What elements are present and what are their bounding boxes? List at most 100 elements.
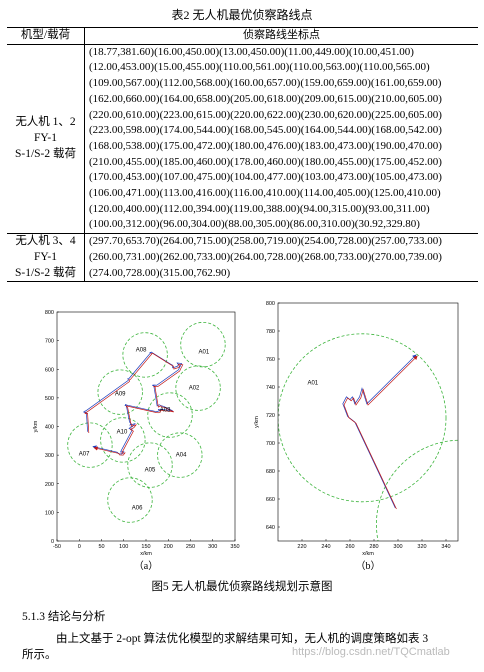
x-tick-label: 340 — [441, 544, 450, 550]
paragraph-line: 所示。 — [22, 649, 57, 661]
target-label: A01 — [307, 380, 318, 386]
table-row: 无人机 1、2 FY-1 S-1/S-2 载荷 (18.77,381.60)(16.0… — [7, 44, 478, 235]
route — [83, 351, 183, 455]
paragraph-line: 由上文基于 2-opt 算法优化模型的求解结果可知，无人机的调度策略如表 3 — [56, 633, 429, 645]
row-label-line: 无人机 3、4 — [15, 235, 76, 248]
points-line: (260.00,731.00)(262.00,733.00)(264.00,72… — [89, 250, 442, 263]
route — [84, 352, 184, 456]
x-tick-label: 320 — [417, 544, 426, 550]
coverage-circle — [278, 333, 447, 503]
x-tick-label: 260 — [345, 544, 354, 550]
points-line: (274.00,728.00)(315.00,762.90) — [89, 266, 231, 279]
row-label: 无人机 1、2 FY-1 S-1/S-2 载荷 — [7, 44, 85, 234]
row-points: (297.70,653.70)(264.00,715.00)(258.00,71… — [85, 234, 478, 281]
y-tick-label: 200 — [45, 482, 54, 488]
x-tick-label: 100 — [119, 544, 128, 550]
y-tick-label: 800 — [45, 310, 54, 316]
y-tick-label: 720 — [266, 413, 275, 419]
target-label: A10 — [117, 430, 128, 436]
target-label: A01 — [199, 350, 210, 356]
y-tick-label: 680 — [266, 469, 275, 475]
axes-box — [277, 302, 459, 542]
y-tick-label: 600 — [45, 367, 54, 373]
x-tick-label: 240 — [321, 544, 330, 550]
target-label: A08 — [136, 348, 147, 354]
y-tick-label: 100 — [45, 510, 54, 516]
coverage-circle — [107, 477, 153, 523]
y-tick-label: 300 — [45, 453, 54, 459]
y-tick-label: 700 — [266, 441, 275, 447]
x-tick-label: 220 — [297, 544, 306, 550]
points-line: (109.00,567.00)(112.00,568.00)(160.00,65… — [89, 77, 442, 90]
y-axis-label: y/km — [33, 420, 39, 432]
row-label-line: S-1/S-2 载荷 — [14, 147, 77, 160]
points-line: (210.00,455.00)(185.00,460.00)(178.00,46… — [89, 155, 442, 168]
x-tick-label: 150 — [141, 544, 150, 550]
y-axis-label: y/km — [254, 416, 260, 428]
panel-label: （a） — [134, 560, 158, 572]
row-label-line: S-1/S-2 载荷 — [14, 266, 77, 279]
table: 机型/载荷 侦察路线坐标点 无人机 1、2 FY-1 S-1/S-2 载荷 (18.7… — [7, 27, 478, 283]
y-tick-label: 640 — [266, 525, 275, 531]
points-line: (220.00,610.00)(223.00,615.00)(220.00,62… — [89, 108, 442, 121]
target-label: A02 — [189, 386, 200, 392]
target-label: A03 — [160, 407, 171, 413]
coverage-circle — [147, 392, 193, 438]
row-label: 无人机 3、4 FY-1 S-1/S-2 载荷 — [7, 234, 85, 282]
y-tick-label: 0 — [51, 539, 54, 545]
axes-box — [56, 311, 236, 542]
target-label: A09 — [115, 391, 126, 397]
table-caption: 表2 无人机最优侦察路线点 — [171, 8, 313, 22]
coverage-circle — [127, 442, 173, 488]
y-tick-label: 660 — [266, 497, 275, 503]
header-cell: 侦察路线坐标点 — [243, 29, 320, 41]
coverage-circle — [175, 365, 221, 411]
x-tick-label: 250 — [186, 544, 195, 550]
header-cell: 机型/载荷 — [7, 28, 85, 44]
y-tick-label: 400 — [45, 425, 54, 431]
points-line: (170.00,453.00)(107.00,475.00)(104.00,47… — [89, 171, 442, 184]
row-label-line: FY-1 — [33, 132, 57, 145]
plot-area: A01 A02 A03 A04 A05 A06 A07 A08 A09 A10 — [67, 321, 226, 523]
route — [342, 354, 417, 508]
coverage-circle — [67, 422, 113, 468]
y-tick-label: 780 — [266, 329, 275, 335]
target-label: A04 — [176, 453, 187, 459]
coverage-circle — [122, 332, 168, 378]
x-axis-label: x/km — [140, 551, 152, 557]
figure-caption: 图5 无人机最优侦察路线规划示意图 — [151, 581, 333, 593]
route — [343, 355, 418, 510]
points-line: (106.00,471.00)(113.00,416.00)(116.00,41… — [89, 187, 441, 200]
x-tick-label: 300 — [393, 544, 402, 550]
points-line: (223.00,598.00)(174.00,544.00)(168.00,54… — [89, 124, 442, 137]
points-line: (12.00,453.00)(15.00,455.00)(110.00,561.… — [89, 61, 430, 74]
coverage-circle — [157, 432, 203, 478]
x-tick-label: 200 — [164, 544, 173, 550]
x-tick-label: 280 — [369, 544, 378, 550]
coverage-circle — [100, 417, 146, 463]
x-tick-label: -50 — [53, 544, 61, 550]
y-tick-label: 760 — [266, 357, 275, 363]
watermark: https://blog.csdn.net/TQCmatlab — [292, 646, 450, 658]
target-label: A07 — [79, 452, 90, 458]
x-tick-label: 0 — [78, 544, 81, 550]
coverage-circle — [180, 321, 226, 368]
y-tick-label: 740 — [266, 385, 275, 391]
panel-label: （b） — [356, 560, 381, 572]
points-line: (297.70,653.70)(264.00,715.00)(258.00,71… — [89, 235, 442, 248]
y-tick-label: 800 — [266, 301, 275, 307]
table-row: 无人机 3、4 FY-1 S-1/S-2 载荷 (297.70,653.70)(264… — [7, 234, 478, 282]
section-heading: 5.1.3 结论与分析 — [22, 611, 106, 623]
points-line: (18.77,381.60)(16.00,450.00)(13.00,450.0… — [89, 45, 414, 58]
row-label-line: 无人机 1、2 — [15, 116, 76, 129]
row-points: (18.77,381.60)(16.00,450.00)(13.00,450.0… — [85, 45, 478, 233]
row-label-line: FY-1 — [33, 250, 57, 263]
target-label: A05 — [145, 468, 156, 474]
points-line: (120.00,400.00)(112.00,394.00)(119.00,38… — [89, 202, 430, 215]
x-tick-label: 300 — [208, 544, 217, 550]
points-line: (100.00,312.00)(96.00,304.00)(88.00,305.… — [89, 218, 420, 231]
coverage-circle — [376, 439, 458, 541]
y-tick-label: 700 — [45, 339, 54, 345]
